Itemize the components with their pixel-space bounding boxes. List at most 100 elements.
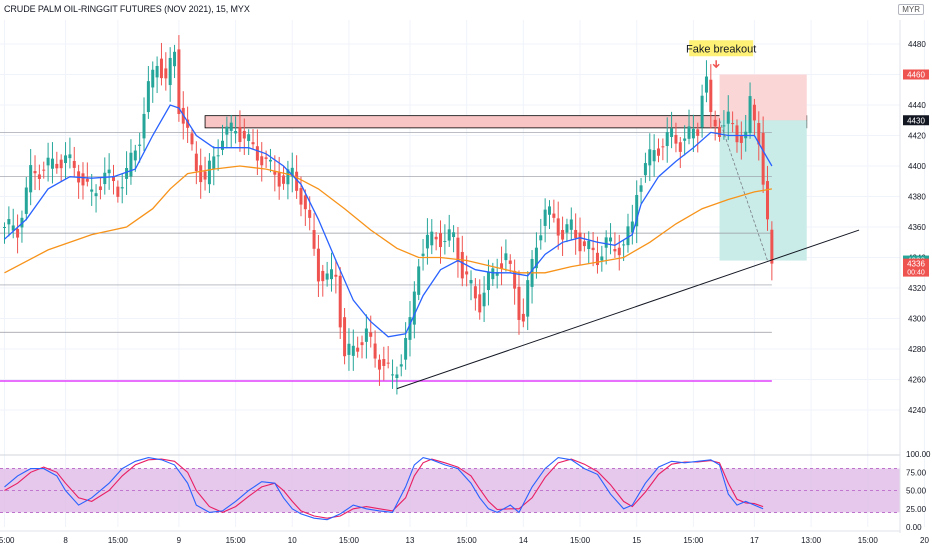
candle-body (251, 142, 255, 145)
candle-body (24, 187, 28, 214)
candle-body (595, 252, 599, 266)
stochastic-tick-label: 50.00 (906, 487, 927, 496)
candle-body (7, 219, 11, 225)
candle-body (626, 226, 630, 246)
candle-body (81, 173, 85, 186)
candle-body (587, 240, 591, 250)
candle-body (534, 247, 538, 269)
candle-body (617, 247, 621, 256)
candle-body (722, 125, 726, 127)
candle-body (391, 374, 395, 376)
candle-body (465, 271, 469, 275)
candle-body (652, 150, 656, 162)
axes-layer: 4240426042804300432043404360438044004420… (0, 20, 931, 545)
candle-body (347, 343, 351, 355)
candle-body (29, 165, 33, 193)
candle-body (247, 134, 251, 142)
candle-body (674, 134, 678, 144)
candle-body (548, 206, 551, 215)
price-tick-label: 4440 (908, 101, 926, 110)
candle-body (752, 104, 756, 121)
candle-body (521, 313, 525, 322)
time-tick-label: 20 (920, 536, 929, 545)
candle-body (225, 126, 229, 135)
candle-body (260, 156, 264, 166)
candle-body (234, 131, 238, 134)
slow-moving-average-line (4, 165, 773, 274)
candle-body (207, 160, 211, 185)
candle-body (360, 342, 364, 346)
candle-body (290, 167, 294, 177)
annotation-box (689, 40, 754, 57)
candle-body (460, 251, 464, 279)
candle-body (434, 236, 438, 240)
candle-body (159, 58, 163, 79)
candle-body (482, 292, 486, 307)
candle-body (255, 146, 259, 161)
candle-body (216, 155, 220, 157)
candle-body (591, 247, 595, 251)
candle-body (168, 57, 172, 86)
candle-body (399, 364, 403, 367)
candle-body (312, 230, 316, 249)
price-tick-label: 4300 (908, 315, 926, 324)
candle-body (408, 317, 412, 340)
time-tick-label: 9 (177, 536, 182, 545)
candles-layer (3, 35, 774, 395)
candle-body (726, 111, 730, 124)
candle-body (155, 65, 159, 78)
candle-body (299, 188, 303, 205)
currency-badge[interactable]: MYR (898, 4, 924, 15)
candle-body (539, 235, 543, 241)
candle-body (665, 132, 669, 147)
candle-body (443, 240, 447, 242)
candle-body (138, 144, 142, 146)
candle-body (3, 227, 6, 228)
candle-body (146, 81, 150, 113)
candle-body (42, 169, 46, 171)
moving-averages (4, 104, 773, 338)
candle-body (718, 126, 722, 138)
price-label-text: 4430 (907, 116, 925, 125)
candle-body (377, 359, 381, 370)
candle-body (98, 186, 102, 191)
candle-body (382, 359, 386, 366)
time-tick-label: 8 (63, 536, 68, 545)
candle-body (639, 185, 643, 192)
candle-body (469, 279, 473, 284)
candle-body (273, 171, 277, 175)
ascending-trendline (396, 229, 860, 390)
price-tick-label: 4400 (908, 162, 926, 171)
candle-body (670, 128, 674, 138)
candle-body (46, 157, 50, 166)
candle-body (129, 152, 133, 177)
candle-body (661, 146, 665, 148)
candle-body (85, 178, 89, 182)
candle-body (643, 163, 647, 176)
candle-body (203, 171, 207, 180)
price-tick-label: 4320 (908, 284, 926, 293)
candle-body (242, 130, 246, 139)
candle-body (173, 51, 177, 67)
candle-body (604, 237, 608, 248)
candle-body (321, 270, 325, 282)
candle-body (16, 228, 20, 238)
candle-body (55, 163, 59, 169)
stochastic-k-line (4, 456, 764, 521)
candle-body (238, 126, 242, 143)
candle-body (439, 233, 442, 248)
candle-body (308, 209, 312, 218)
candle-body (678, 142, 682, 152)
time-tick-label: 10 (288, 536, 297, 545)
candle-body (421, 253, 425, 256)
candle-body (364, 328, 368, 342)
time-tick-label: 14 (519, 536, 528, 545)
candle-body (452, 232, 456, 238)
stochastic-tick-label: 100.00 (906, 450, 931, 459)
candle-body (37, 174, 41, 179)
candle-body (221, 140, 224, 150)
candle-body (343, 317, 347, 357)
candle-body (125, 168, 129, 179)
candle-body (600, 256, 604, 261)
